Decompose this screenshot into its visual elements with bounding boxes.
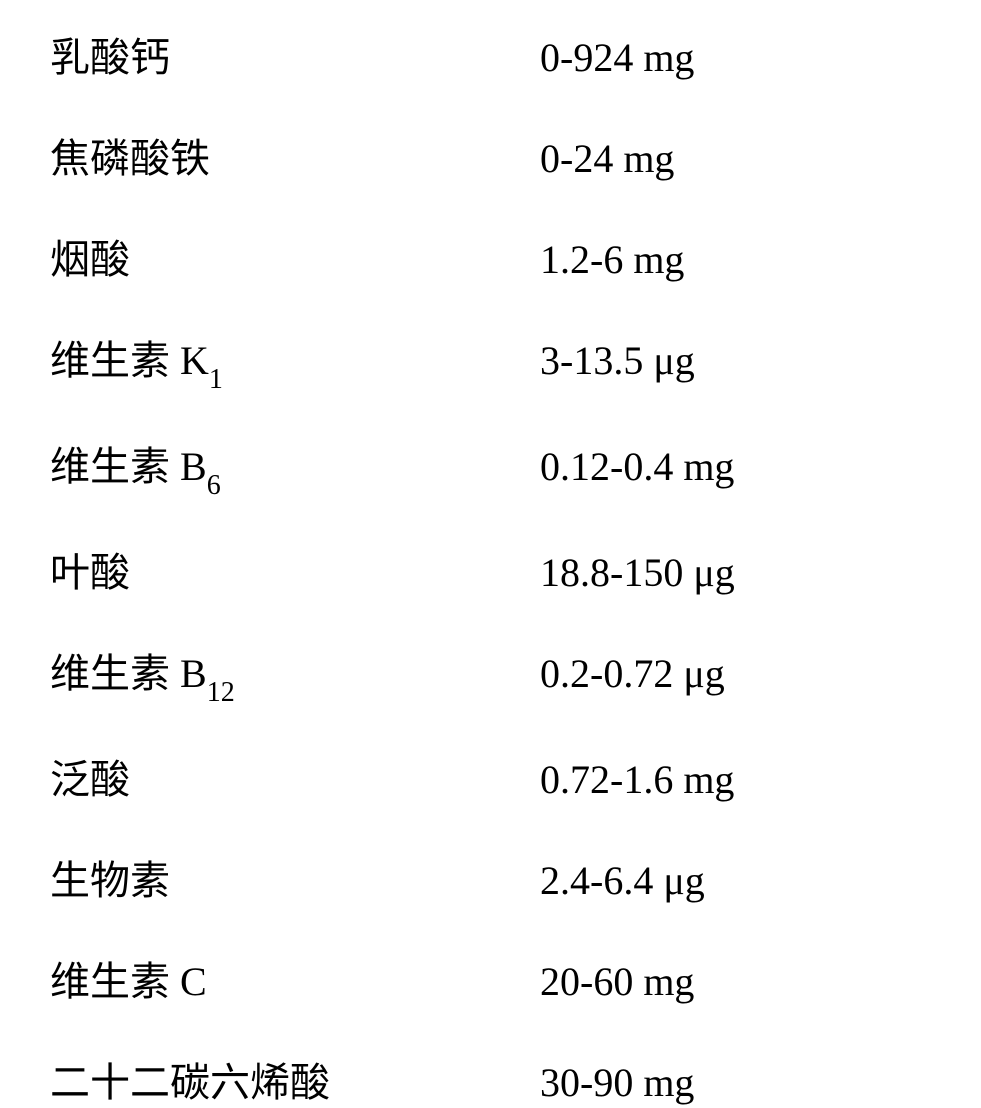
nutrient-value: 1.2-6 mg <box>540 236 684 283</box>
table-row: 泛酸 0.72-1.6 mg <box>50 747 931 805</box>
table-row: 维生素 K1 3-13.5 μg <box>50 328 931 391</box>
table-row: 维生素 B12 0.2-0.72 μg <box>50 641 931 704</box>
label-subscript: 12 <box>207 677 235 708</box>
nutrient-label: 二十二碳六烯酸 <box>50 1050 540 1108</box>
nutrient-label: 叶酸 <box>50 540 540 598</box>
label-prefix: 维生素 B <box>50 444 207 489</box>
nutrient-label: 维生素 C <box>50 949 540 1007</box>
label-subscript: 1 <box>209 364 223 395</box>
nutrient-label: 烟酸 <box>50 227 540 285</box>
nutrient-value: 0-24 mg <box>540 135 674 182</box>
nutrient-value: 0.12-0.4 mg <box>540 443 734 490</box>
nutrient-value: 30-90 mg <box>540 1059 694 1106</box>
label-subscript: 6 <box>207 470 221 501</box>
nutrient-value: 0-924 mg <box>540 34 694 81</box>
nutrient-label: 维生素 B6 <box>50 434 540 497</box>
nutrient-value: 18.8-150 μg <box>540 549 735 596</box>
table-row: 维生素 C 20-60 mg <box>50 949 931 1007</box>
nutrient-value: 0.72-1.6 mg <box>540 756 734 803</box>
nutrient-value: 20-60 mg <box>540 958 694 1005</box>
nutrient-label: 泛酸 <box>50 747 540 805</box>
nutrient-value: 3-13.5 μg <box>540 337 695 384</box>
nutrient-label: 生物素 <box>50 848 540 906</box>
label-prefix: 维生素 K <box>50 338 209 383</box>
nutrient-value: 0.2-0.72 μg <box>540 650 725 697</box>
nutrient-label: 维生素 K1 <box>50 328 540 391</box>
table-row: 烟酸 1.2-6 mg <box>50 227 931 285</box>
table-row: 生物素 2.4-6.4 μg <box>50 848 931 906</box>
table-row: 乳酸钙 0-924 mg <box>50 25 931 83</box>
label-prefix: 维生素 B <box>50 651 207 696</box>
nutrient-value: 2.4-6.4 μg <box>540 857 705 904</box>
nutrient-table: 乳酸钙 0-924 mg 焦磷酸铁 0-24 mg 烟酸 1.2-6 mg 维生… <box>50 25 931 1108</box>
table-row: 焦磷酸铁 0-24 mg <box>50 126 931 184</box>
nutrient-label: 乳酸钙 <box>50 25 540 83</box>
nutrient-label: 焦磷酸铁 <box>50 126 540 184</box>
table-row: 维生素 B6 0.12-0.4 mg <box>50 434 931 497</box>
table-row: 二十二碳六烯酸 30-90 mg <box>50 1050 931 1108</box>
table-row: 叶酸 18.8-150 μg <box>50 540 931 598</box>
nutrient-label: 维生素 B12 <box>50 641 540 704</box>
